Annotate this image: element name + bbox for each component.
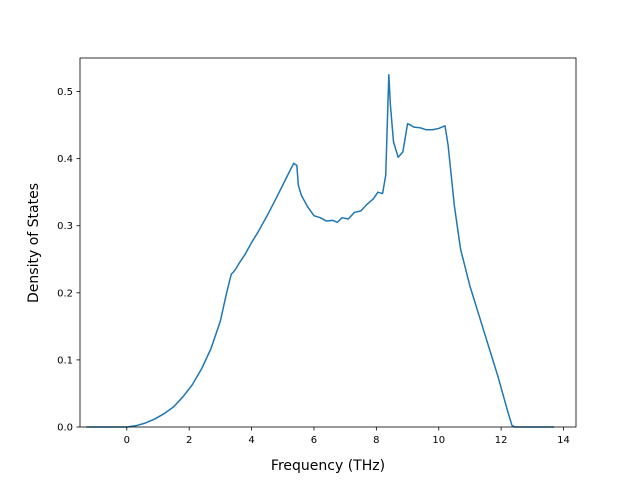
x-tick-label: 12 — [495, 435, 508, 446]
x-tick-label: 14 — [557, 435, 570, 446]
y-tick-label: 0.2 — [57, 288, 73, 299]
x-tick-label: 10 — [432, 435, 445, 446]
series-line-0 — [86, 74, 555, 428]
y-tick-label: 0.0 — [57, 423, 73, 434]
axes-frame — [79, 57, 577, 428]
y-tick-label: 0.4 — [57, 154, 73, 165]
x-tick-label: 2 — [186, 435, 192, 446]
y-tick-label: 0.5 — [57, 87, 73, 98]
plot-area: 0 2 4 6 8 10 12 14 0.0 0.1 0.2 0.3 0.4 0.5 — [57, 57, 577, 446]
y-tick-label: 0.3 — [57, 221, 73, 232]
x-tick-label: 8 — [373, 435, 379, 446]
x-tick-label: 4 — [248, 435, 254, 446]
y-axis-label: Density of States — [26, 183, 42, 303]
x-axis-label: Frequency (THz) — [271, 458, 385, 474]
x-tick-label: 0 — [124, 435, 130, 446]
x-tick-label: 6 — [311, 435, 317, 446]
y-tick-label: 0.1 — [57, 355, 73, 366]
